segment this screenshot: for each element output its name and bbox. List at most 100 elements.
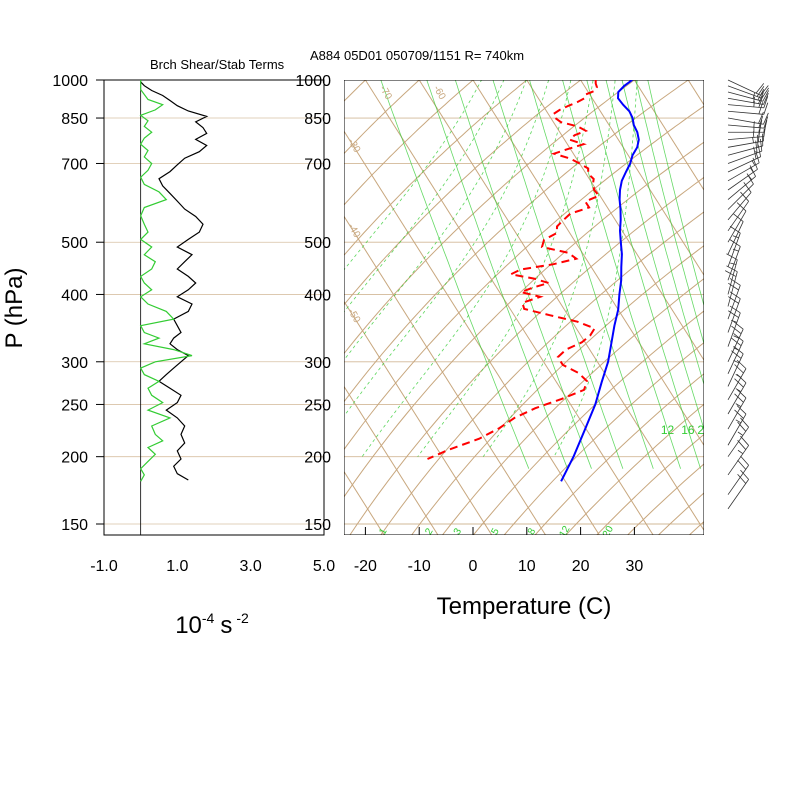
wind-barb-flag (740, 456, 748, 465)
isotherm--90 (0, 80, 280, 540)
wind-barb-flag (754, 147, 756, 159)
wind-barb-425 (728, 240, 740, 281)
mixing-ratio-bottom-label-12: 12 (557, 524, 572, 540)
wind-barb-270 (728, 346, 743, 386)
skew-t-y-tick-1000: 1000 (295, 73, 331, 90)
left-y-tick-300: 300 (61, 355, 88, 372)
dry-adiabat-110 (469, 69, 800, 540)
wind-barb-flag (738, 440, 746, 449)
wind-barb-shaft (728, 299, 740, 333)
wind-barb-shaft (728, 414, 746, 445)
isotherm-top-label--100: -100 (214, 81, 234, 104)
wind-barb-half-flag (738, 432, 743, 435)
dry-adiabat-180 (684, 69, 800, 540)
wind-barb-flag (738, 460, 746, 469)
left-x-tick--1.0: -1.0 (90, 558, 118, 575)
wind-barb-800 (728, 120, 767, 132)
dry-adiabat-30 (224, 69, 650, 540)
skew-t-x-axis-label: Temperature (C) (437, 593, 612, 620)
isotherm-top-label--90: -90 (269, 84, 286, 102)
skew-t-x-tick--10: -10 (408, 558, 431, 575)
mixing-ratio-line-28 (633, 69, 741, 469)
wind-barb-500 (728, 203, 746, 243)
mixing-ratio-bottom-label-5: 5 (489, 526, 502, 537)
wind-barb-flag (730, 240, 740, 247)
left-x-tick-1.0: 1.0 (166, 558, 188, 575)
wind-barb-shaft (728, 445, 749, 474)
wind-barb-shaft (728, 383, 746, 414)
wind-barb-shaft (728, 105, 764, 108)
skew-t-y-tick-300: 300 (304, 355, 331, 372)
left-y-tick-700: 700 (61, 156, 88, 173)
wind-barb-shaft (728, 465, 749, 494)
skew-t-x-tick-10: 10 (518, 558, 536, 575)
wind-barb-shaft (728, 111, 764, 114)
skew-t-y-tick-150: 150 (304, 517, 331, 534)
wind-barb-shaft (728, 479, 749, 508)
moist-adiabat-8 (244, 69, 508, 457)
left-y-tick-250: 250 (61, 397, 88, 414)
wind-barb-shaft (728, 118, 763, 124)
dry-adiabat-80 (377, 69, 800, 540)
moist-adiabat-24 (418, 69, 595, 457)
wind-barbs (725, 80, 768, 509)
isotherm-left-label--30: -30 (345, 137, 362, 155)
wind-barb-shaft (728, 313, 740, 347)
left-y-tick-500: 500 (61, 235, 88, 252)
dry-adiabat--20 (71, 69, 378, 540)
isotherm--40 (258, 80, 549, 540)
skew-t-x-tick-20: 20 (572, 558, 590, 575)
dry-adiabat-200 (745, 69, 800, 540)
skew-t-y-tick-200: 200 (304, 450, 331, 467)
skew-t-y-tick-700: 700 (304, 156, 331, 173)
left-x-tick-3.0: 3.0 (240, 558, 262, 575)
isotherm--70 (96, 80, 387, 540)
wind-barb-675 (728, 145, 761, 172)
y-axis-label: P (hPa) (1, 268, 28, 349)
moist-adiabat-20 (362, 69, 573, 457)
isotherm--20 (365, 80, 656, 540)
wind-barb-shaft (728, 285, 740, 319)
left-y-tick-850: 850 (61, 111, 88, 128)
wind-barb-shaft (728, 146, 763, 155)
left-y-tick-1000: 1000 (52, 73, 88, 90)
skew-t-x-tick-0: 0 (469, 558, 478, 575)
wind-barb-650 (728, 151, 759, 181)
wind-barb-flag (740, 418, 748, 427)
left-pressure-gridlines (104, 80, 324, 535)
isotherm-top-label--140: -140 (0, 81, 19, 104)
mixing-ratio-bottom-label-1: 1 (377, 526, 390, 537)
dry-adiabat--40 (9, 69, 268, 540)
wind-barb-flag (760, 139, 761, 151)
wind-barb-shaft (728, 125, 764, 128)
dry-adiabat-170 (653, 69, 800, 540)
wind-barb-flag (758, 130, 759, 142)
skew-t-y-tick-250: 250 (304, 397, 331, 414)
left-series-group (141, 80, 207, 481)
left-series-stability (141, 80, 192, 481)
wind-barb-flag (735, 410, 744, 418)
left-y-tick-150: 150 (61, 517, 88, 534)
wind-barb-flag (730, 226, 740, 233)
right-panel-title: A884 05D01 050709/1151 R= 740km (310, 48, 524, 63)
left-y-tick-200: 200 (61, 450, 88, 467)
mixing-ratio-bottom-label-3: 3 (452, 526, 465, 537)
wind-barb-flag (737, 406, 746, 414)
wind-barb-shaft (728, 151, 762, 163)
mixing-ratio-bottom-label-8: 8 (526, 526, 539, 537)
dry-adiabat-190 (715, 69, 800, 540)
mixing-ratio-line-1 (377, 69, 529, 469)
skew-t-y-tick-850: 850 (304, 111, 331, 128)
left-y-tick-400: 400 (61, 287, 88, 304)
skew-t-x-tick--20: -20 (354, 558, 377, 575)
skew-t-y-tick-400: 400 (304, 287, 331, 304)
wind-barb-flag (726, 254, 737, 260)
